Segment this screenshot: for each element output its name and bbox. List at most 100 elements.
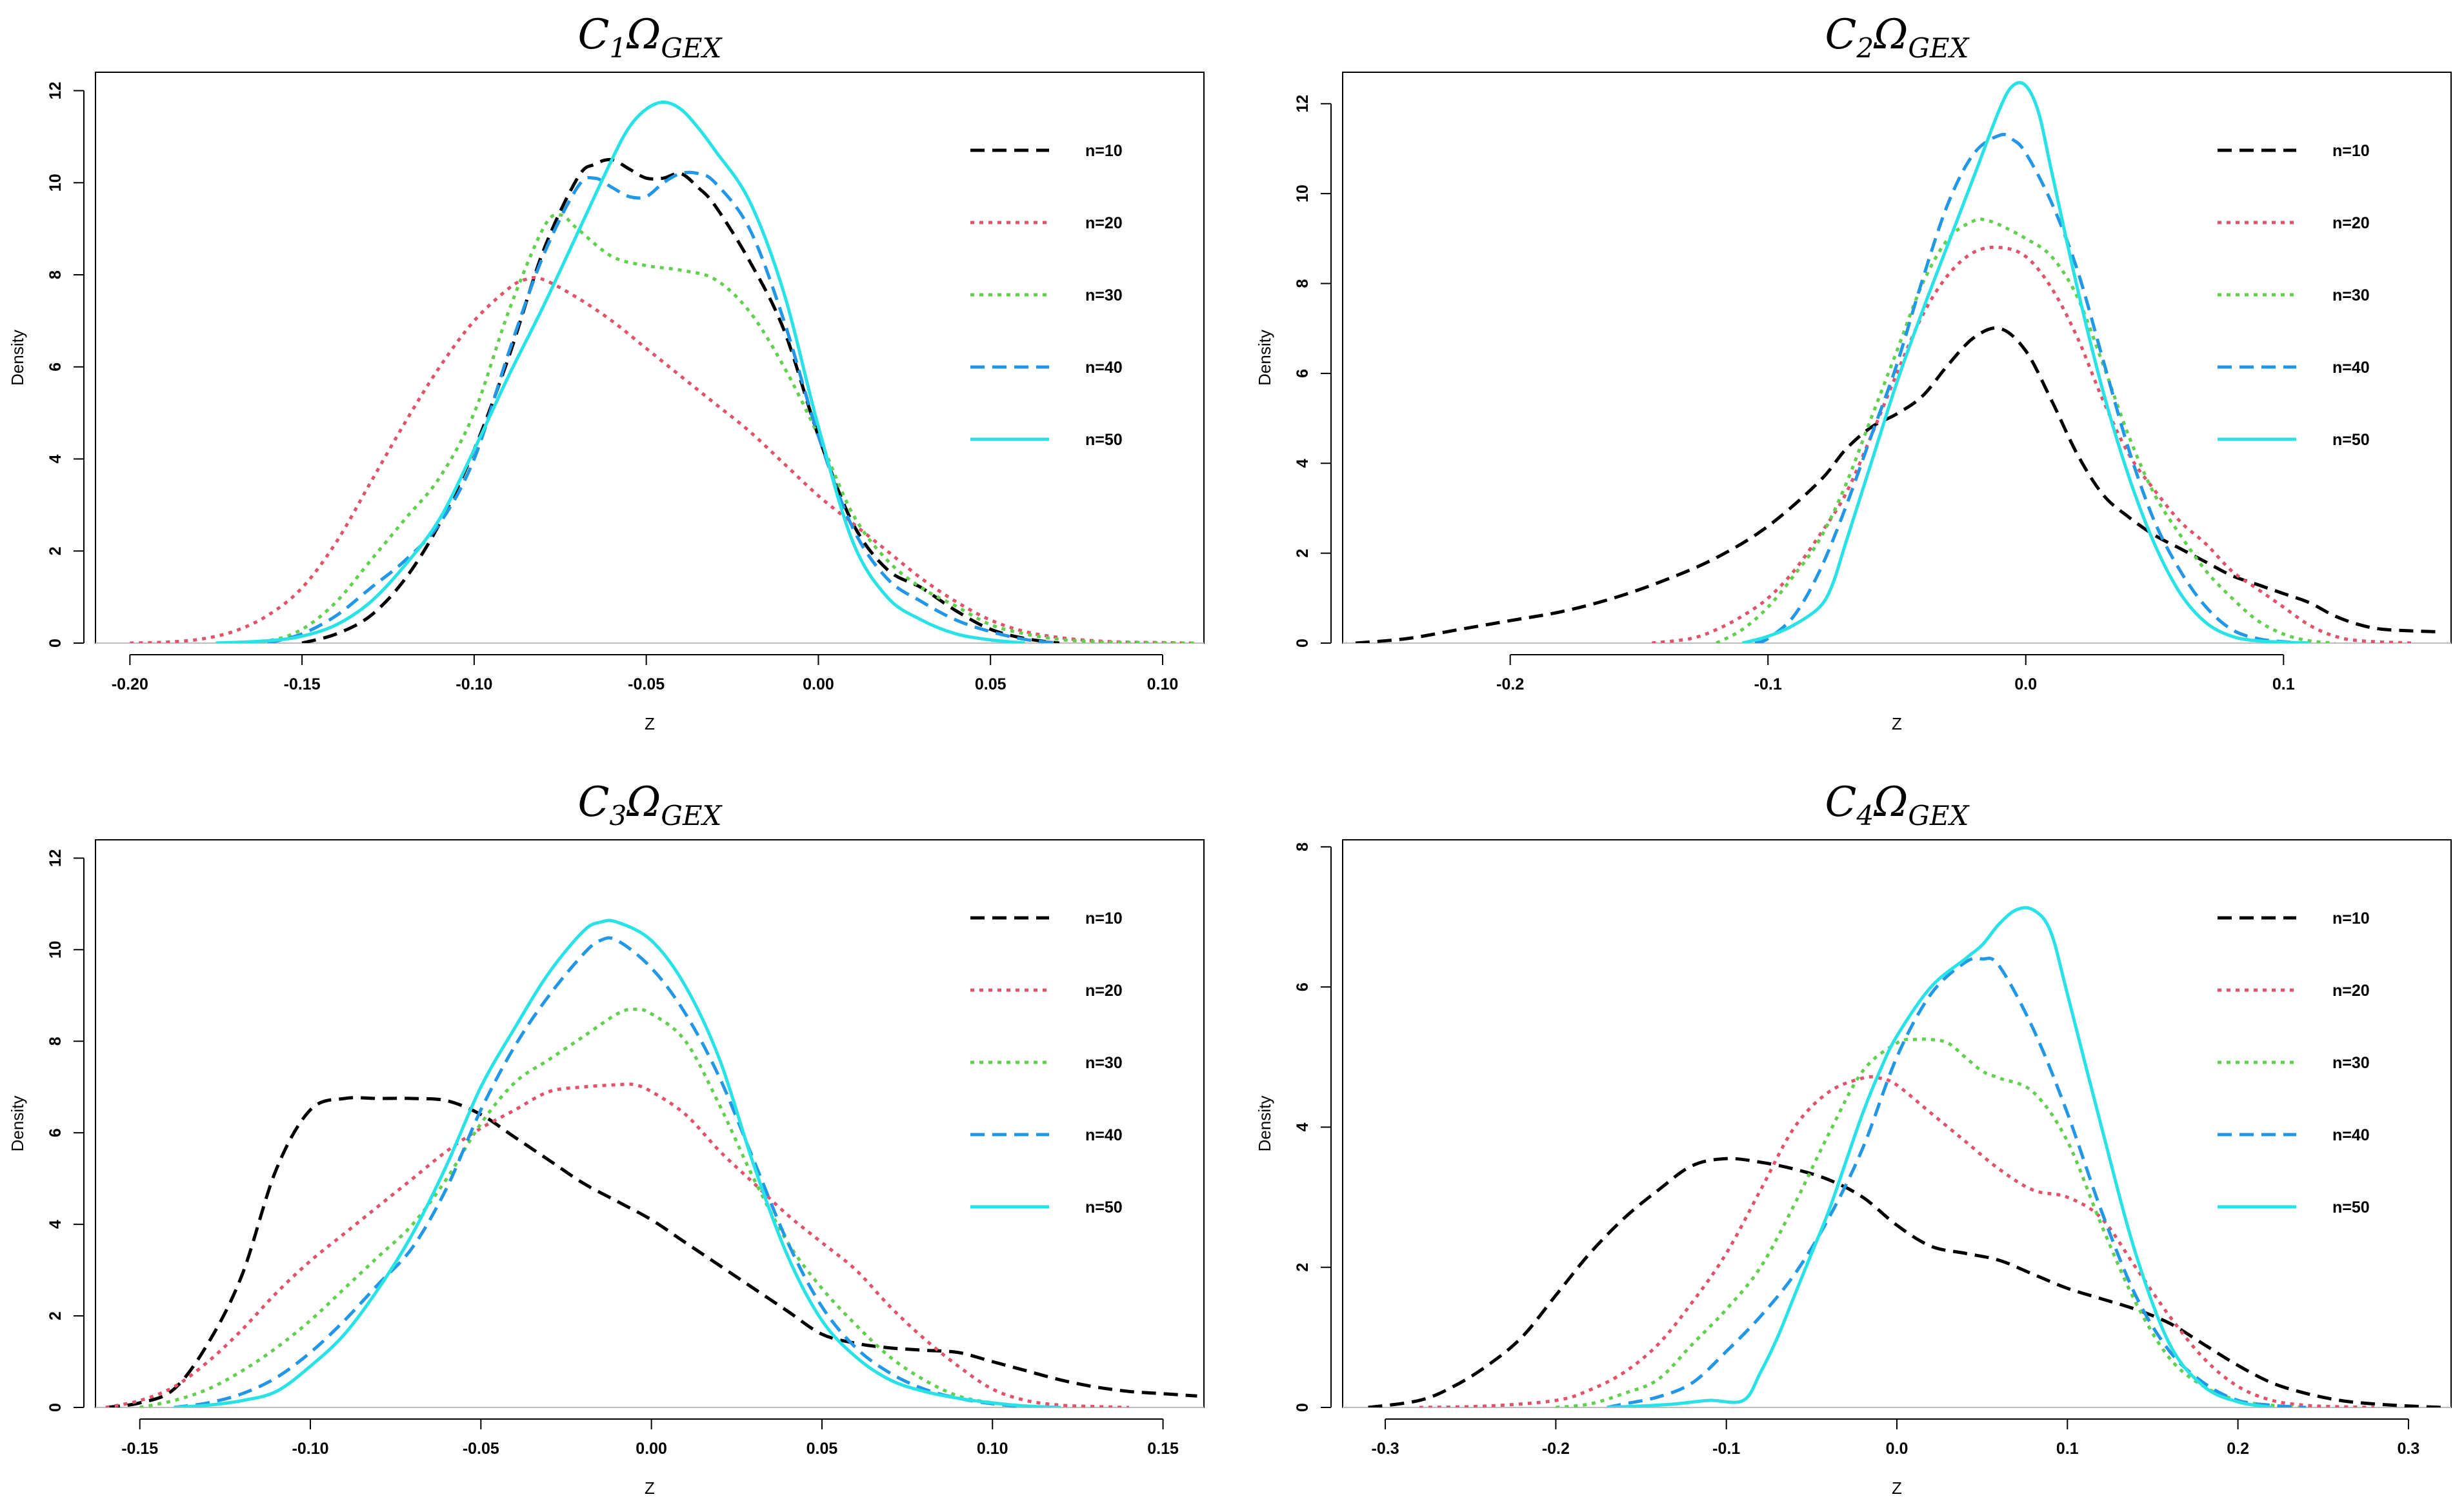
title-part: 2 <box>1856 32 1874 64</box>
series-line-n20 <box>105 1082 1129 1407</box>
series-line-n30 <box>139 1008 1061 1407</box>
series-line-n50 <box>215 100 1025 643</box>
x-tick-label: 0.00 <box>636 1440 667 1458</box>
series-line-n40 <box>267 170 1060 643</box>
y-tick-label: 12 <box>1294 95 1312 113</box>
y-tick-label: 4 <box>1294 459 1312 468</box>
legend-label: n=30 <box>1085 1054 1123 1072</box>
x-tick-label: 0.10 <box>1147 675 1179 693</box>
y-tick-label: 6 <box>46 363 65 372</box>
series-line-n10 <box>105 1096 1197 1407</box>
x-tick-label: -0.2 <box>1496 675 1524 693</box>
series-line-n40 <box>1754 133 2310 643</box>
x-tick-label: 0.10 <box>977 1440 1008 1458</box>
series-line-n50 <box>174 919 1061 1407</box>
x-tick-label: -0.15 <box>284 675 321 693</box>
y-tick-label: 10 <box>1294 184 1312 203</box>
legend-label: n=50 <box>1085 1198 1123 1217</box>
legend-label: n=10 <box>1085 142 1123 160</box>
plot-frame <box>1342 839 2452 1408</box>
x-tick-label: -0.05 <box>628 675 665 693</box>
legend-label: n=20 <box>1085 214 1123 232</box>
plot-frame <box>95 72 1205 644</box>
panel-title: C3ΩGEX <box>578 779 723 831</box>
y-tick-label: 12 <box>46 849 65 867</box>
y-tick-label: 8 <box>46 1037 65 1046</box>
x-axis-title: Z <box>1892 714 1902 733</box>
x-tick-label: 0.1 <box>2272 675 2295 693</box>
title-part: 3 <box>610 800 627 831</box>
y-tick-label: 0 <box>46 639 65 648</box>
panel-4: C4ΩGEX-0.3 -0.2 -0.1 0.0 0.1 0.2 0.3Z02468Dens… <box>1255 779 2452 1498</box>
legend-label: n=30 <box>2332 1054 2370 1072</box>
y-tick-label: 4 <box>46 1220 65 1229</box>
panel-title: C2ΩGEX <box>1825 11 1970 64</box>
legend-label: n=50 <box>1085 431 1123 449</box>
series-line-n20 <box>1419 1075 2375 1407</box>
y-tick-label: 4 <box>46 454 65 463</box>
x-axis-title: Z <box>645 1478 655 1498</box>
title-part: 1 <box>610 32 627 64</box>
legend-label: n=40 <box>2332 359 2370 377</box>
y-tick-label: 4 <box>1294 1122 1312 1131</box>
series-line-n30 <box>215 213 1197 643</box>
x-tick-label: 0.2 <box>2227 1440 2249 1458</box>
y-tick-label: 0 <box>1294 639 1312 648</box>
series-line-n20 <box>1652 245 2413 643</box>
title-part: Ω <box>1873 779 1908 826</box>
title-part: GEX <box>661 800 723 831</box>
title-part: Ω <box>626 11 661 59</box>
x-tick-label: 0.15 <box>1147 1440 1179 1458</box>
panel-3: C3ΩGEX -0.15 -0.10 -0.05 0.00 0.05 0.10 0.15 Z 0 2… <box>8 779 1205 1498</box>
x-tick-label: -0.1 <box>1754 675 1782 693</box>
plot-frame <box>95 839 1205 1408</box>
x-tick-label: 0.05 <box>975 675 1007 693</box>
legend-label: n=20 <box>1085 982 1123 1000</box>
x-axis-title: Z <box>1892 1478 1902 1498</box>
x-tick-label: -0.10 <box>292 1440 329 1458</box>
y-tick-label: 6 <box>46 1128 65 1137</box>
y-axis-title: Density <box>1255 1096 1274 1152</box>
panel-title: C4ΩGEX <box>1825 779 1970 831</box>
panel-title: C1ΩGEX <box>578 11 723 64</box>
y-tick-label: 8 <box>1294 279 1312 288</box>
series-line-n10 <box>1355 326 2439 643</box>
x-tick-label: 0.3 <box>2398 1440 2420 1458</box>
x-axis-title: Z <box>645 714 655 733</box>
title-part: Ω <box>1873 11 1908 59</box>
legend-label: n=10 <box>2332 142 2370 160</box>
legend-label: n=50 <box>2332 1198 2370 1217</box>
y-tick-label: 0 <box>1294 1403 1312 1412</box>
title-part: GEX <box>661 32 723 64</box>
legend-label: n=20 <box>2332 214 2370 232</box>
x-tick-label: 0.1 <box>2056 1440 2079 1458</box>
title-part: GEX <box>1908 32 1970 64</box>
legend-label: n=30 <box>2332 286 2370 304</box>
y-tick-label: 10 <box>46 174 65 192</box>
x-tick-label: 0.00 <box>803 675 834 693</box>
legend-label: n=30 <box>1085 286 1123 304</box>
x-tick-label: 0.0 <box>2014 675 2037 693</box>
title-part: Ω <box>626 779 661 826</box>
y-tick-label: 6 <box>1294 982 1312 991</box>
y-tick-label: 12 <box>46 82 65 100</box>
series-line-n40 <box>1607 957 2307 1407</box>
series-line-n10 <box>301 157 1060 643</box>
x-tick-label: 0.05 <box>806 1440 838 1458</box>
title-part: C <box>578 11 610 59</box>
y-tick-label: 2 <box>1294 1263 1312 1272</box>
legend-label: n=40 <box>1085 359 1123 377</box>
panel-1: C1ΩGEX -0.20 -0.15 -0.10 -0.05 0.00 0.05 0.10 Z 0… <box>8 11 1205 733</box>
x-tick-label: -0.3 <box>1372 1440 1399 1458</box>
legend-label: n=20 <box>2332 982 2370 1000</box>
x-tick-label: -0.15 <box>121 1440 158 1458</box>
y-tick-label: 0 <box>46 1403 65 1412</box>
legend-label: n=10 <box>1085 909 1123 928</box>
title-part: C <box>1825 779 1857 826</box>
y-tick-label: 2 <box>46 1311 65 1320</box>
y-axis-title: Density <box>8 1096 27 1152</box>
x-tick-label: -0.2 <box>1542 1440 1570 1458</box>
series-line-n40 <box>174 936 1061 1407</box>
series-line-n50 <box>1607 906 2272 1407</box>
